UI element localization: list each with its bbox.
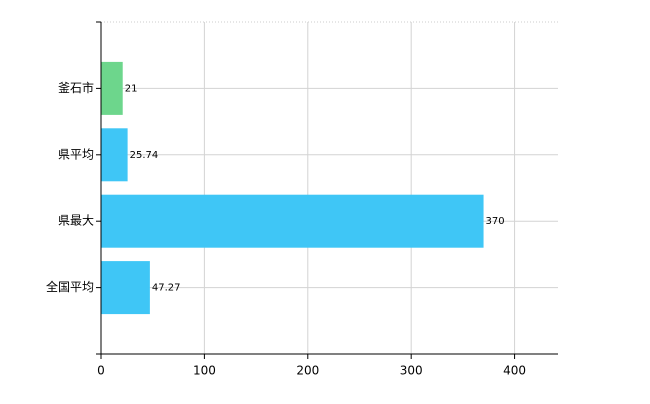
y-tick-label: 県最大 [58,214,94,228]
value-label: 25.74 [130,150,159,161]
bar [101,61,123,115]
value-label: 47.27 [152,283,181,294]
bar [101,128,128,182]
bar [101,194,484,248]
value-label: 21 [125,83,138,94]
x-tick-label: 400 [503,364,526,378]
x-tick-label: 200 [296,364,319,378]
x-tick-label: 0 [97,364,105,378]
y-tick-label: 全国平均 [46,279,94,294]
bar [101,261,150,315]
x-tick-label: 100 [193,364,216,378]
y-tick-label: 釜石市 [58,80,94,95]
value-label: 370 [486,216,505,227]
x-tick-label: 300 [400,364,423,378]
y-tick-label: 県平均 [58,147,94,161]
